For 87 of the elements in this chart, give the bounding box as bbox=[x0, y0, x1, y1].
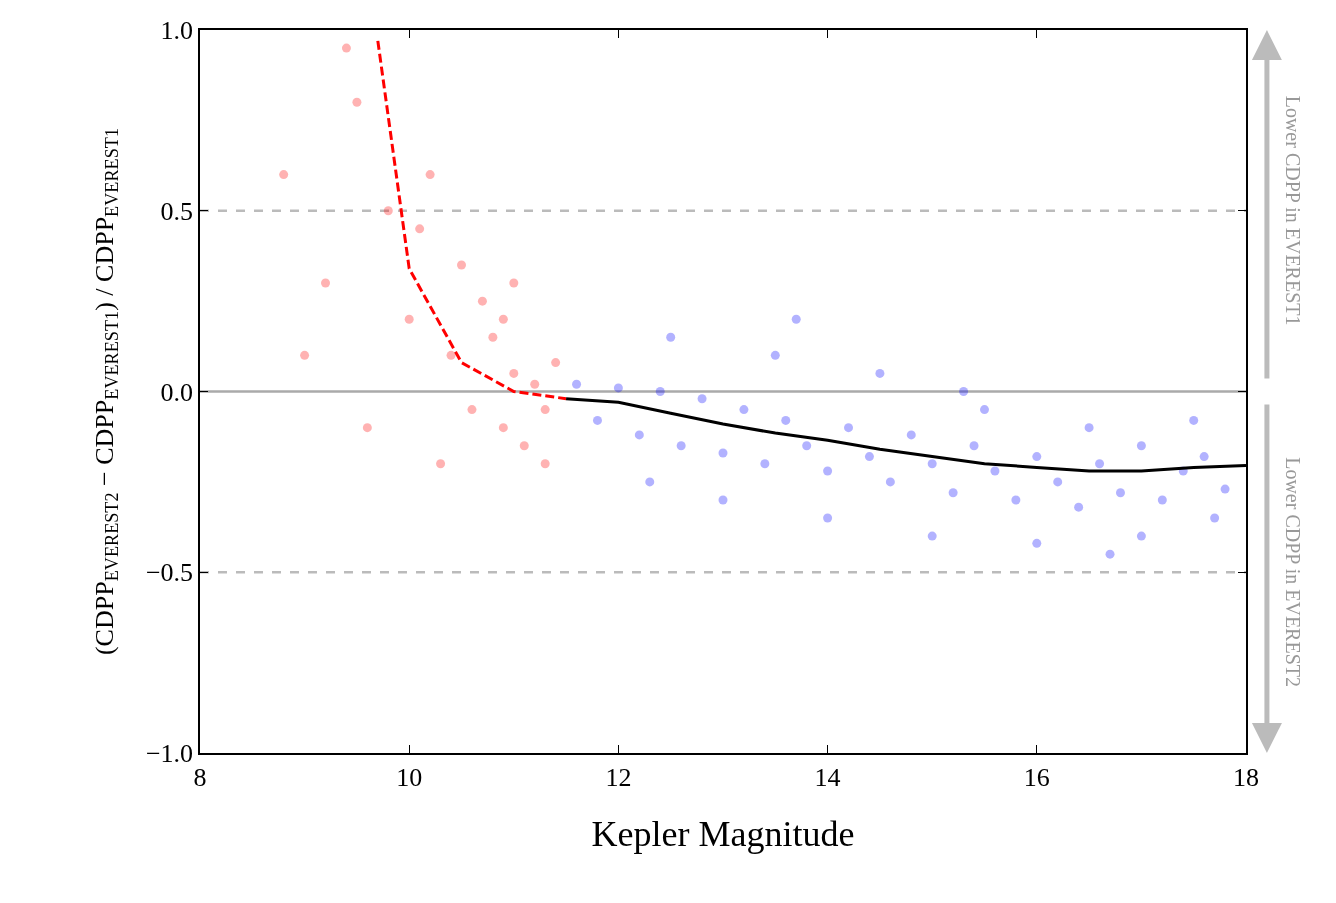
x-axis-title: Kepler Magnitude bbox=[591, 814, 855, 855]
point bbox=[1115, 488, 1125, 498]
point bbox=[488, 332, 498, 342]
point bbox=[509, 278, 519, 288]
y-tick-label: 0.5 bbox=[160, 196, 194, 226]
point bbox=[1084, 423, 1094, 433]
point bbox=[990, 466, 1000, 476]
point bbox=[551, 358, 561, 368]
point bbox=[530, 379, 540, 389]
x-tick-label: 8 bbox=[193, 762, 207, 792]
point bbox=[446, 350, 456, 360]
point bbox=[802, 441, 812, 451]
point bbox=[781, 415, 791, 425]
x-tick-label: 10 bbox=[396, 762, 423, 792]
point bbox=[1105, 549, 1115, 559]
point bbox=[1136, 441, 1146, 451]
point bbox=[341, 43, 351, 53]
point bbox=[697, 394, 707, 404]
point bbox=[321, 278, 331, 288]
x-tick-label: 18 bbox=[1233, 762, 1259, 792]
text: Lower CDPP in EVEREST1 bbox=[1281, 95, 1304, 326]
point bbox=[540, 459, 550, 469]
point bbox=[425, 170, 435, 180]
point bbox=[1157, 495, 1167, 505]
x-tick-label: 12 bbox=[605, 762, 632, 792]
point bbox=[1053, 477, 1063, 487]
point bbox=[645, 477, 655, 487]
point bbox=[864, 452, 874, 462]
point bbox=[362, 423, 372, 433]
x-tick-label: 16 bbox=[1023, 762, 1050, 792]
point bbox=[1136, 531, 1146, 541]
point bbox=[383, 206, 393, 216]
point bbox=[718, 448, 728, 458]
line-series bbox=[376, 39, 568, 401]
point bbox=[1220, 484, 1230, 494]
point bbox=[885, 477, 895, 487]
point bbox=[1032, 452, 1042, 462]
point bbox=[467, 405, 477, 415]
point bbox=[540, 405, 550, 415]
point bbox=[1032, 538, 1042, 548]
point bbox=[655, 387, 665, 396]
point bbox=[739, 405, 749, 415]
text: Lower CDPP in EVEREST2 bbox=[1282, 457, 1305, 688]
point bbox=[844, 423, 854, 433]
point bbox=[279, 170, 289, 180]
point bbox=[875, 368, 885, 378]
point bbox=[592, 415, 602, 425]
point bbox=[676, 441, 686, 451]
y-tick-label: 0.0 bbox=[160, 377, 194, 407]
point bbox=[927, 459, 937, 469]
point bbox=[959, 387, 969, 396]
point bbox=[1210, 513, 1220, 523]
point bbox=[477, 296, 487, 306]
point bbox=[404, 314, 414, 324]
point bbox=[1189, 415, 1199, 425]
point bbox=[948, 488, 958, 498]
point bbox=[1199, 452, 1209, 462]
point bbox=[352, 97, 362, 107]
point bbox=[823, 466, 833, 476]
point bbox=[666, 332, 676, 342]
point bbox=[1011, 495, 1021, 505]
point bbox=[906, 430, 916, 440]
point bbox=[498, 423, 508, 433]
point bbox=[415, 224, 425, 234]
point bbox=[718, 495, 728, 505]
y-tick-label: −1.0 bbox=[145, 739, 194, 769]
point bbox=[457, 260, 466, 270]
point bbox=[436, 459, 446, 469]
point bbox=[572, 379, 582, 389]
point bbox=[1074, 502, 1084, 512]
point bbox=[1095, 459, 1105, 469]
y-tick-label: −0.5 bbox=[145, 558, 194, 588]
point bbox=[498, 314, 508, 324]
point bbox=[509, 368, 519, 378]
point bbox=[519, 441, 529, 451]
point bbox=[300, 350, 310, 360]
point bbox=[760, 459, 770, 469]
point bbox=[613, 383, 623, 393]
point bbox=[969, 441, 979, 451]
point bbox=[791, 314, 801, 324]
point bbox=[634, 430, 644, 440]
point bbox=[980, 405, 989, 415]
point bbox=[927, 531, 937, 541]
point bbox=[770, 350, 780, 360]
x-tick-label: 14 bbox=[814, 762, 841, 792]
point bbox=[823, 513, 833, 523]
y-tick-label: 1.0 bbox=[160, 16, 194, 46]
